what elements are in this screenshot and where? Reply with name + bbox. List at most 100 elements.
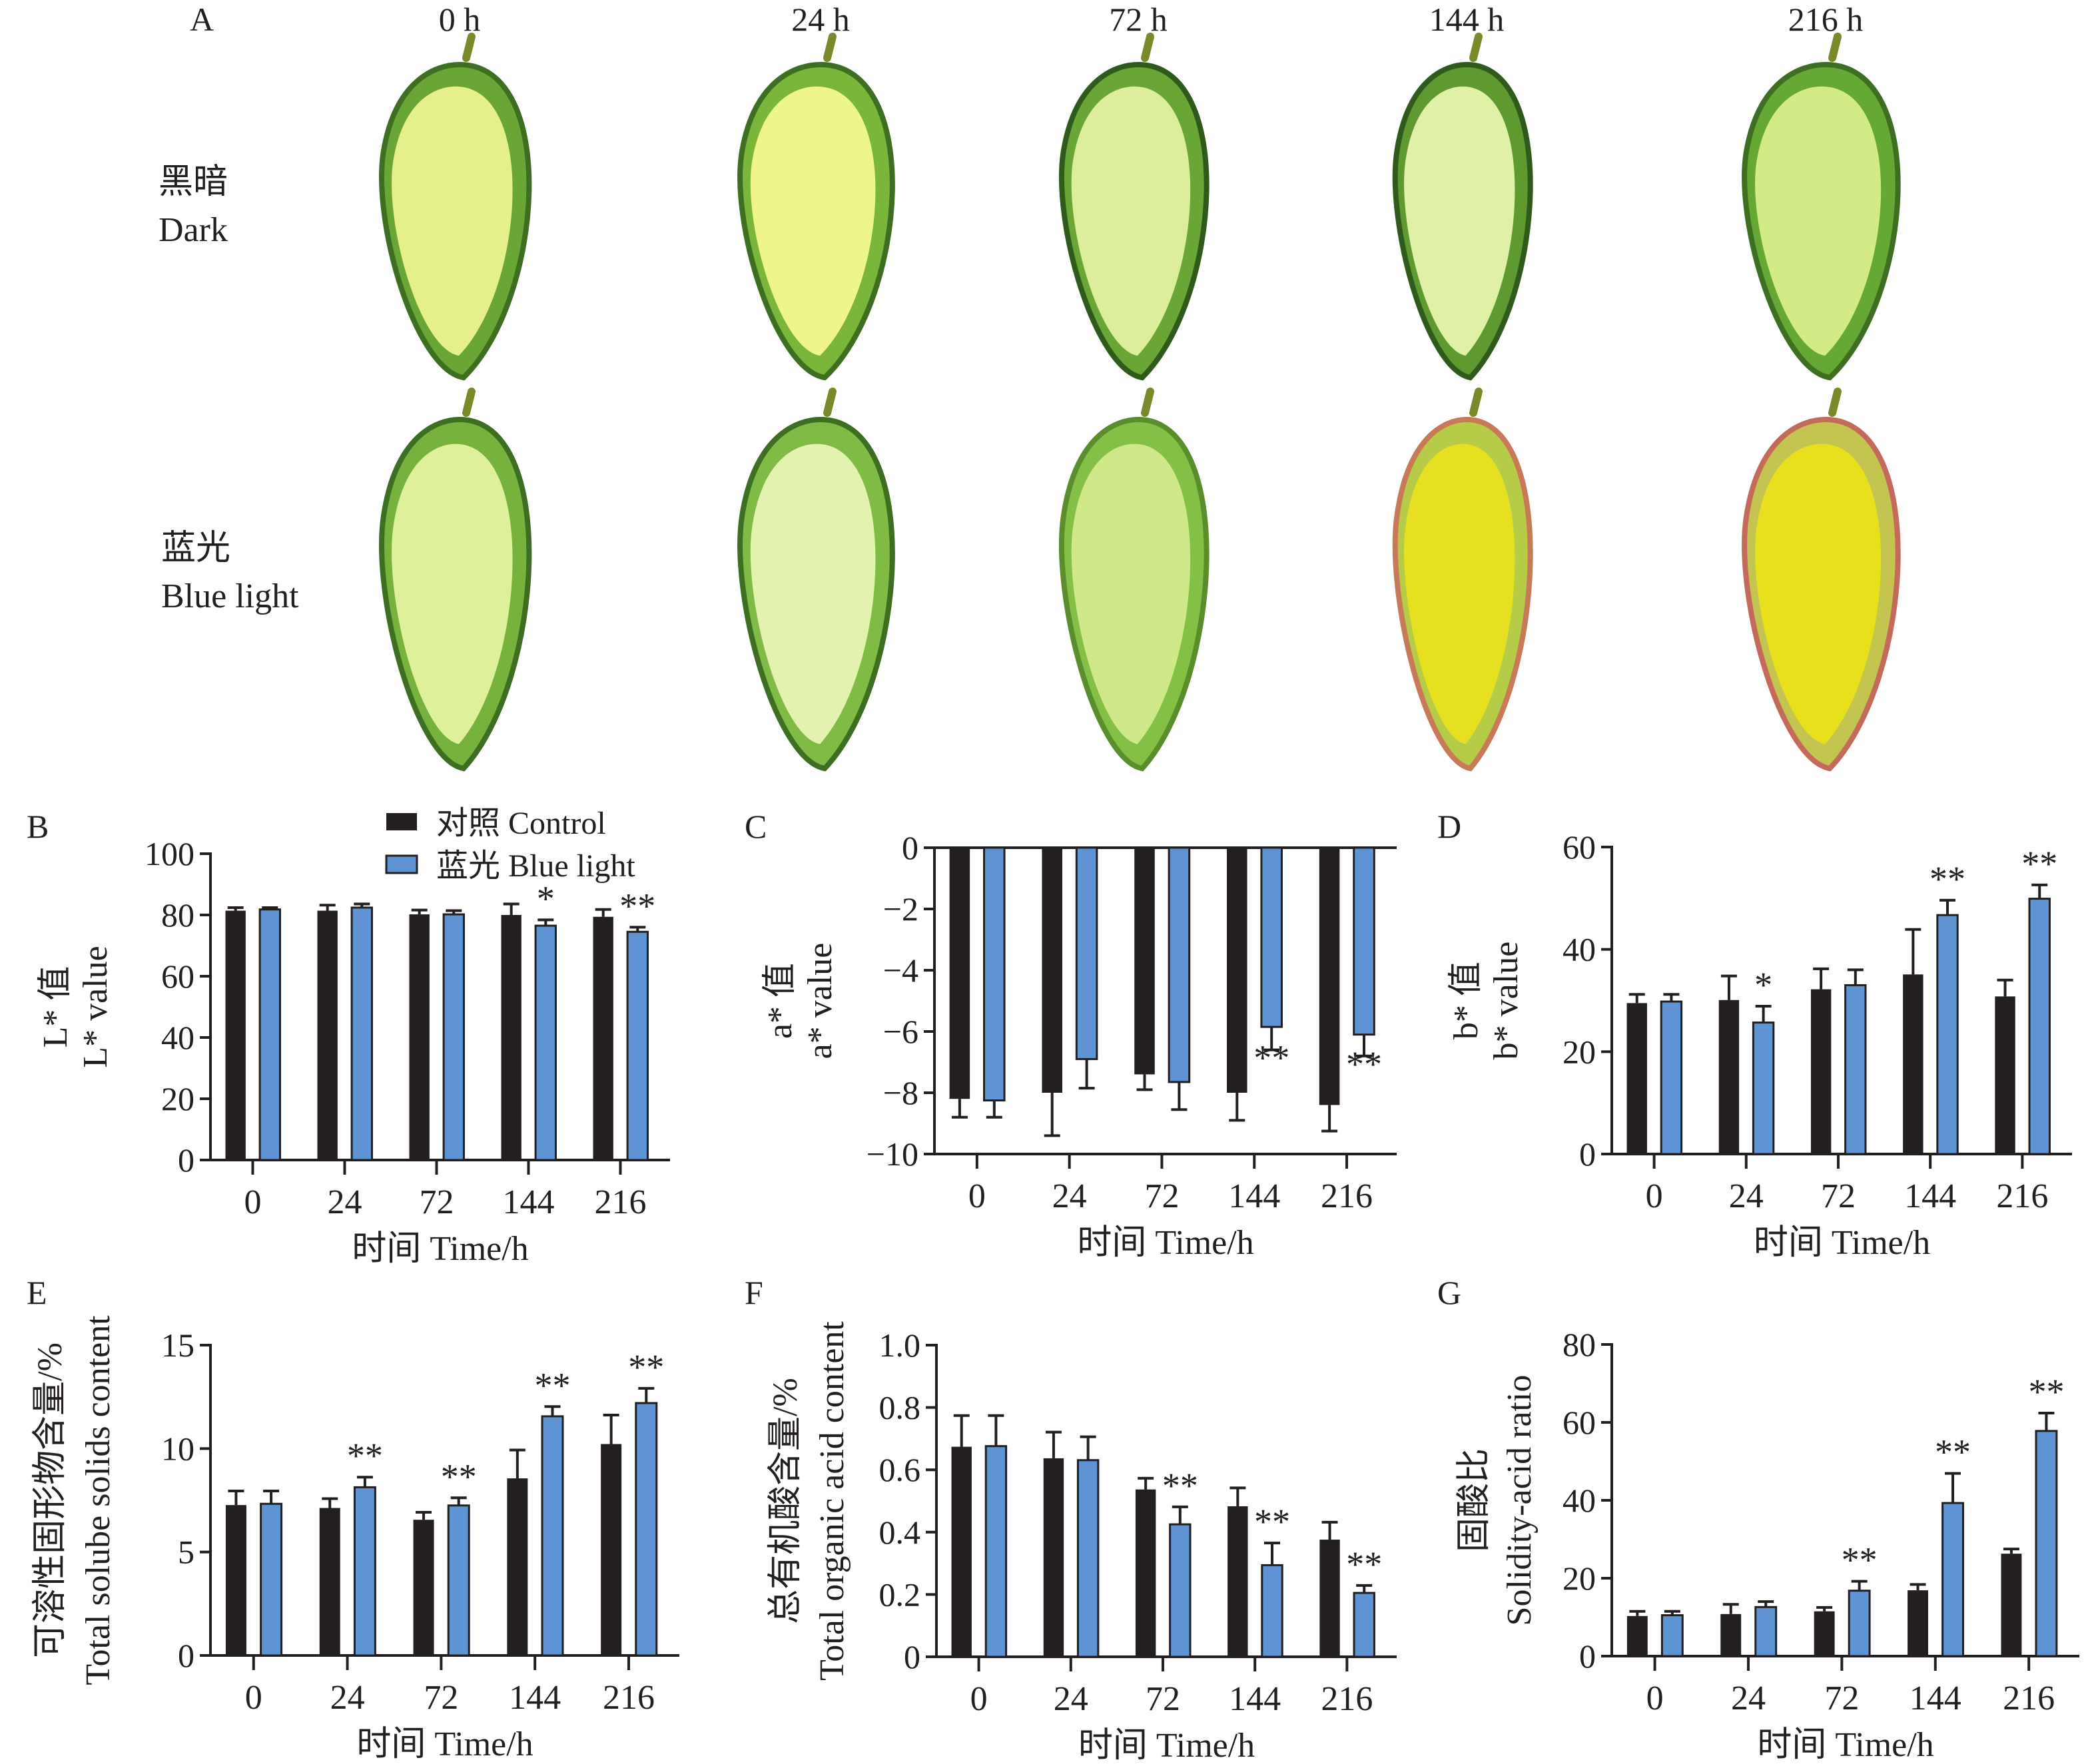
y-axis-label-b: L* value: [77, 946, 115, 1067]
fruit-flesh: [1404, 443, 1515, 744]
chart-b: B 0 20 40 60 80 100 0 24 72 144 * 216 ** 时间 Time/h L* 值…: [27, 808, 670, 1268]
x-axis-label-b: 时间 Time/h: [352, 1230, 528, 1268]
y-tick-label-f: 0.8: [879, 1389, 921, 1426]
bar-blue-light-e: [260, 1502, 283, 1657]
row-label-blue-cn: 蓝光: [161, 529, 230, 567]
y-tick-label-b: 20: [161, 1080, 194, 1117]
x-tick-label-d: 144: [1904, 1177, 1956, 1215]
y-tick-label-e: 10: [161, 1430, 194, 1467]
y-tick-label-c: 0: [902, 829, 918, 866]
significance-marker-f: **: [1162, 1466, 1198, 1506]
bar-blue-light-c: [1260, 846, 1283, 1028]
bar-control-b: [409, 914, 430, 1160]
x-tick-label-b: 72: [419, 1183, 454, 1221]
y-tick-label-f: 0.4: [879, 1514, 921, 1551]
y-axis-label-g: 固酸比: [1455, 1448, 1493, 1552]
bar-control-d: [1995, 996, 2015, 1154]
x-axis-label-g: 时间 Time/h: [1757, 1726, 1933, 1764]
y-axis-label-d: b* value: [1487, 942, 1525, 1060]
bar-control-f: [1319, 1540, 1340, 1657]
time-header-144h: 144 h: [1429, 1, 1505, 38]
bar-control-g: [1626, 1616, 1648, 1656]
legend: 对照 Control 蓝光 Blue light: [385, 806, 635, 884]
y-axis-label-d: b* 值: [1447, 962, 1485, 1039]
bar-control-e: [225, 1505, 246, 1655]
fruit-blue-light-0h: [379, 388, 532, 772]
bar-control-f: [951, 1446, 972, 1657]
bar-blue-light-d: [1660, 1000, 1683, 1155]
y-axis-label-f: Total organic acid content: [813, 1321, 851, 1681]
legend-label-blue-light: 蓝光 Blue light: [436, 848, 635, 884]
significance-marker-f: **: [1346, 1544, 1382, 1584]
fruit-flesh: [750, 443, 876, 744]
bar-blue-light-b: [534, 924, 557, 1161]
y-tick-label-d: 40: [1563, 931, 1596, 968]
bar-control-f: [1135, 1489, 1156, 1657]
x-tick-label-c: 144: [1228, 1177, 1280, 1215]
bar-control-b: [501, 915, 522, 1160]
y-tick-label-g: 60: [1563, 1404, 1596, 1441]
fruit-dark-24h: [737, 33, 895, 381]
significance-marker-c: **: [1346, 1044, 1382, 1084]
y-tick-label-e: 5: [178, 1534, 194, 1571]
x-tick-label-f: 24: [1054, 1680, 1088, 1718]
fruit-dark-0h: [379, 33, 532, 381]
significance-marker-b: *: [537, 878, 555, 918]
fruit-stem: [1469, 388, 1483, 417]
y-tick-label-f: 1.0: [879, 1326, 921, 1364]
x-axis-label-d: 时间 Time/h: [1754, 1224, 1930, 1262]
x-tick-label-e: 0: [245, 1679, 262, 1717]
bar-blue-light-e: [635, 1402, 658, 1657]
x-tick-label-f: 144: [1229, 1680, 1281, 1718]
row-label-blue-en: Blue light: [161, 577, 299, 615]
bar-blue-light-c: [1353, 846, 1375, 1036]
y-tick-label-b: 100: [145, 835, 194, 872]
bar-control-e: [507, 1478, 528, 1655]
fruit-flesh: [1404, 86, 1515, 356]
bar-blue-light-b: [350, 906, 373, 1161]
panel-label-d: D: [1437, 808, 1461, 845]
y-tick-label-c: −8: [883, 1074, 918, 1111]
bar-blue-light-f: [1076, 1459, 1100, 1658]
bar-blue-light-f: [1169, 1523, 1192, 1658]
fruit-blue-light-144h: [1392, 388, 1533, 772]
bar-blue-light-e: [447, 1504, 470, 1657]
y-tick-label-c: −6: [883, 1013, 918, 1050]
y-axis-label-e: 可溶性固形物含量/%: [31, 1342, 69, 1658]
fruit-flesh: [392, 86, 513, 356]
chart-g: G 0 20 40 60 80 0 24 72 ** 144 ** 216 ** 时间 Time/h 固酸比 S…: [1437, 1274, 2079, 1764]
panel-label-e: E: [27, 1274, 47, 1311]
x-tick-label-b: 216: [594, 1183, 646, 1221]
fruit-stem: [1828, 388, 1842, 417]
fruit-stem: [1141, 33, 1154, 62]
x-tick-label-b: 24: [327, 1183, 362, 1221]
bar-blue-light-d: [1752, 1022, 1775, 1155]
bar-control-g: [1720, 1614, 1742, 1656]
bar-blue-light-c: [983, 846, 1006, 1101]
bar-blue-light-b: [442, 913, 465, 1161]
x-tick-label-d: 72: [1821, 1177, 1856, 1215]
fruit-flesh: [392, 443, 513, 744]
y-tick-label-d: 60: [1563, 828, 1596, 866]
y-tick-label-g: 0: [1579, 1637, 1596, 1675]
row-label-dark-en: Dark: [159, 211, 228, 249]
fruit-stem: [1469, 33, 1483, 62]
y-tick-label-c: −4: [883, 952, 918, 989]
x-tick-label-g: 216: [2003, 1679, 2055, 1717]
bar-blue-light-f: [1261, 1564, 1283, 1658]
x-tick-label-e: 24: [330, 1679, 365, 1717]
x-tick-label-f: 216: [1321, 1680, 1373, 1718]
y-tick-label-c: −10: [867, 1135, 918, 1173]
significance-marker-g: **: [1935, 1432, 1971, 1472]
y-tick-label-g: 20: [1563, 1560, 1596, 1597]
significance-marker-d: **: [2021, 844, 2057, 884]
x-axis-label-c: 时间 Time/h: [1077, 1224, 1253, 1262]
bar-blue-light-g: [1660, 1614, 1684, 1657]
bar-blue-light-g: [1941, 1502, 1964, 1657]
bar-control-c: [1042, 848, 1062, 1093]
y-tick-label-b: 40: [161, 1019, 194, 1056]
chart-c: C 0 −2 −4 −6 −8 −10 0 24 72 144 ** 216 ** 时间 Time/h a* …: [745, 808, 1397, 1262]
significance-marker-e: **: [441, 1456, 477, 1496]
y-tick-label-f: 0.2: [879, 1576, 921, 1613]
bar-control-d: [1903, 974, 1923, 1154]
